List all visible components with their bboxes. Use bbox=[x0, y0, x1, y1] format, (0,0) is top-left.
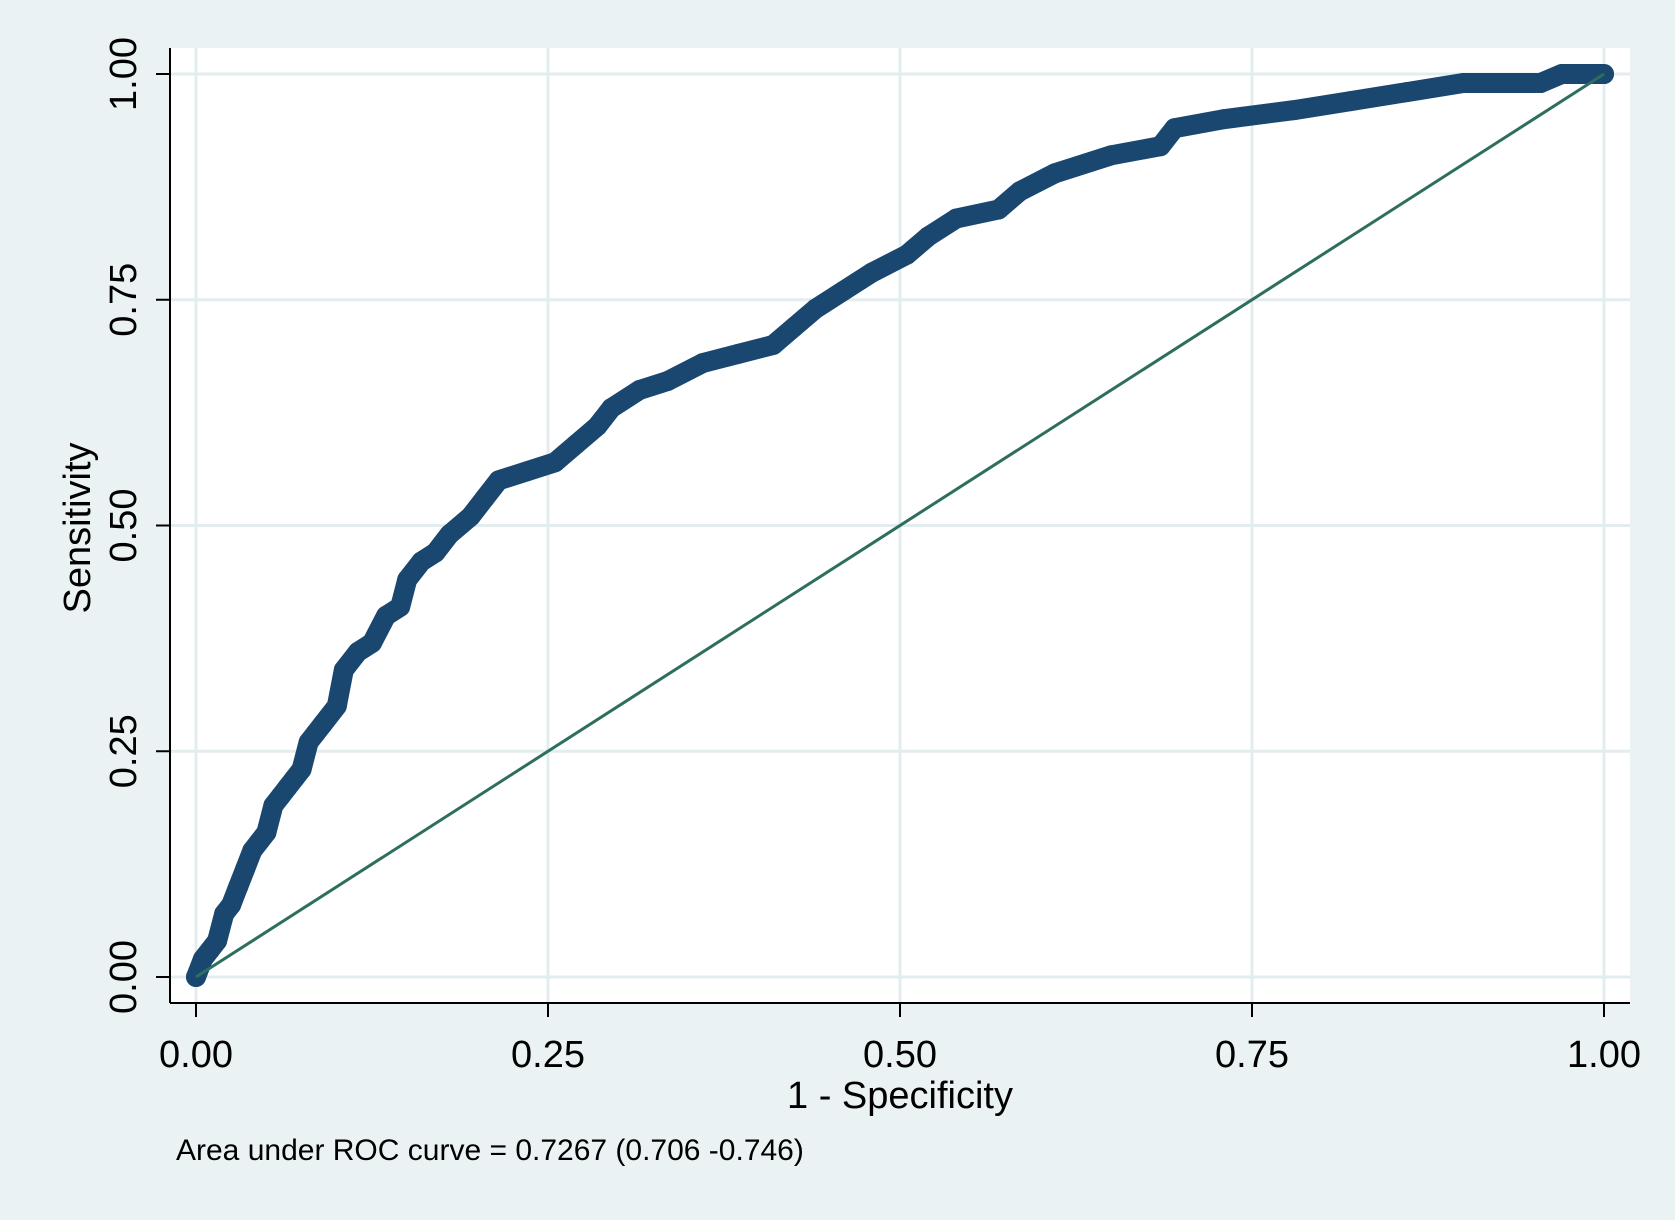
roc-point bbox=[1530, 73, 1551, 94]
roc-point bbox=[207, 930, 228, 951]
x-tick-label: 1.00 bbox=[1567, 1034, 1641, 1076]
roc-point bbox=[1453, 73, 1474, 94]
roc-point bbox=[235, 858, 256, 879]
roc-point bbox=[1213, 109, 1234, 130]
roc-point bbox=[566, 434, 587, 455]
roc-point bbox=[629, 380, 650, 401]
roc-point bbox=[333, 659, 354, 680]
roc-point bbox=[221, 894, 242, 915]
roc-point bbox=[1396, 82, 1417, 103]
roc-point bbox=[397, 569, 418, 590]
y-tick-label: 0.50 bbox=[103, 489, 145, 563]
roc-point bbox=[439, 524, 460, 545]
roc-point bbox=[897, 244, 918, 265]
roc-point bbox=[545, 452, 566, 473]
roc-point bbox=[1284, 100, 1305, 121]
roc-point bbox=[601, 398, 622, 419]
roc-point bbox=[362, 632, 382, 653]
roc-point bbox=[833, 280, 854, 301]
x-tick-label: 0.25 bbox=[511, 1034, 585, 1076]
roc-point bbox=[1101, 145, 1122, 166]
roc-point bbox=[861, 262, 882, 283]
roc-point bbox=[488, 470, 509, 491]
roc-point bbox=[805, 298, 826, 319]
roc-point bbox=[1044, 163, 1065, 184]
roc-point bbox=[425, 542, 446, 563]
roc-point bbox=[460, 506, 481, 527]
reference-diagonal-line bbox=[195, 72, 1605, 979]
roc-point bbox=[228, 876, 249, 897]
y-tick-label: 0.75 bbox=[103, 263, 145, 337]
roc-point bbox=[657, 371, 678, 392]
roc-point bbox=[474, 488, 495, 509]
tick-labels: 0.00 0.25 0.50 0.75 1.00 0.00 0.25 0.50 0.75 1.00 bbox=[103, 37, 1641, 1076]
y-axis-label: Sensitivity bbox=[57, 442, 99, 613]
y-tick-label: 0.25 bbox=[103, 714, 145, 788]
x-tick-label: 0.00 bbox=[159, 1034, 233, 1076]
roc-point bbox=[763, 334, 784, 355]
roc-point bbox=[784, 316, 805, 337]
x-axis-label: 1 - Specificity bbox=[787, 1075, 1013, 1117]
roc-point bbox=[390, 596, 411, 617]
roc-point bbox=[728, 343, 749, 364]
roc-point bbox=[256, 822, 277, 843]
x-tick-label: 0.75 bbox=[1215, 1034, 1289, 1076]
roc-point bbox=[692, 352, 713, 373]
roc-point bbox=[1340, 91, 1361, 112]
roc-point bbox=[1551, 64, 1572, 84]
x-tick-label: 0.50 bbox=[863, 1034, 937, 1076]
roc-point bbox=[587, 416, 608, 437]
roc-point bbox=[1009, 181, 1030, 202]
auc-note: Area under ROC curve = 0.7267 (0.706 -0.… bbox=[176, 1134, 804, 1167]
roc-point bbox=[291, 759, 312, 780]
roc-point bbox=[326, 696, 347, 717]
roc-point bbox=[1164, 118, 1185, 139]
roc-point bbox=[918, 226, 939, 247]
series-layer bbox=[186, 64, 1614, 987]
roc-point bbox=[312, 714, 333, 735]
roc-point bbox=[946, 208, 967, 229]
axes bbox=[156, 48, 1630, 1017]
roc-point bbox=[988, 199, 1009, 220]
y-tick-label: 1.00 bbox=[103, 37, 145, 111]
y-tick-label: 0.00 bbox=[103, 940, 145, 1014]
roc-point bbox=[516, 461, 537, 482]
roc-point bbox=[1150, 136, 1171, 157]
